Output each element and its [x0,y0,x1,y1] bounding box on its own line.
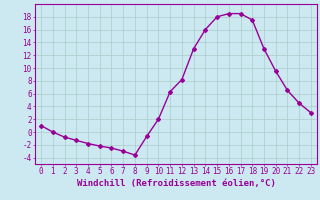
X-axis label: Windchill (Refroidissement éolien,°C): Windchill (Refroidissement éolien,°C) [76,179,276,188]
